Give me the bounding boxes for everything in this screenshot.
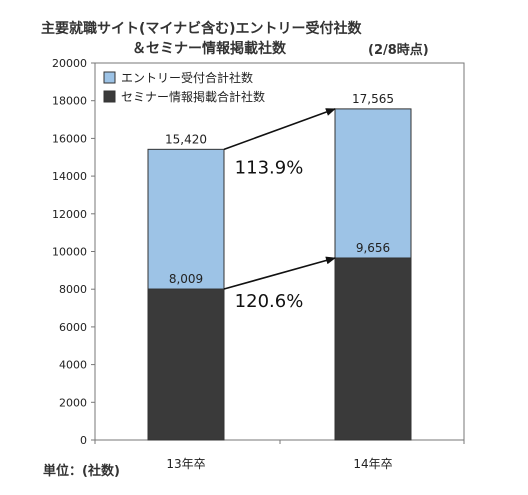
y-tick-label: 14000 (52, 170, 87, 183)
y-tick-label: 10000 (52, 246, 87, 259)
y-tick-label: 16000 (52, 132, 87, 145)
unit-label: 単位：(社数) (43, 464, 120, 479)
legend-swatch-seminar (103, 90, 116, 103)
y-tick-label: 8000 (59, 283, 87, 296)
legend-swatch-entry (103, 71, 116, 84)
y-tick-label: 18000 (52, 95, 87, 108)
y-tick-label: 20000 (52, 57, 87, 70)
x-category-label: 13年卒 (166, 457, 205, 471)
x-category-label: 14年卒 (353, 457, 392, 471)
growth-arrow (223, 108, 336, 151)
chart-title-line1: 主要就職サイト(マイナビ含む)エントリー受付社数 (41, 21, 362, 37)
y-tick-label: 0 (80, 434, 87, 447)
entry-data-label: 17,565 (352, 92, 394, 106)
growth-rate-label: 120.6% (235, 291, 304, 312)
y-tick-label: 12000 (52, 208, 87, 221)
growth-arrow (223, 256, 336, 290)
growth-rate-label: 113.9% (235, 157, 304, 178)
entry-data-label: 15,420 (165, 132, 207, 146)
seminar-data-label: 9,656 (356, 241, 390, 255)
y-tick-label: 2000 (59, 396, 87, 409)
date-note: (2/8時点) (368, 43, 429, 58)
seminar-bar (334, 257, 412, 441)
y-tick-label: 6000 (59, 321, 87, 334)
seminar-bar (147, 288, 225, 441)
legend-label-entry: エントリー受付合計社数 (121, 70, 253, 85)
y-tick-label: 4000 (59, 359, 87, 372)
legend-label-seminar: セミナー情報掲載合計社数 (121, 89, 265, 104)
chart-title-line2: ＆セミナー情報掲載社数 (132, 41, 286, 57)
seminar-data-label: 8,009 (169, 272, 203, 286)
